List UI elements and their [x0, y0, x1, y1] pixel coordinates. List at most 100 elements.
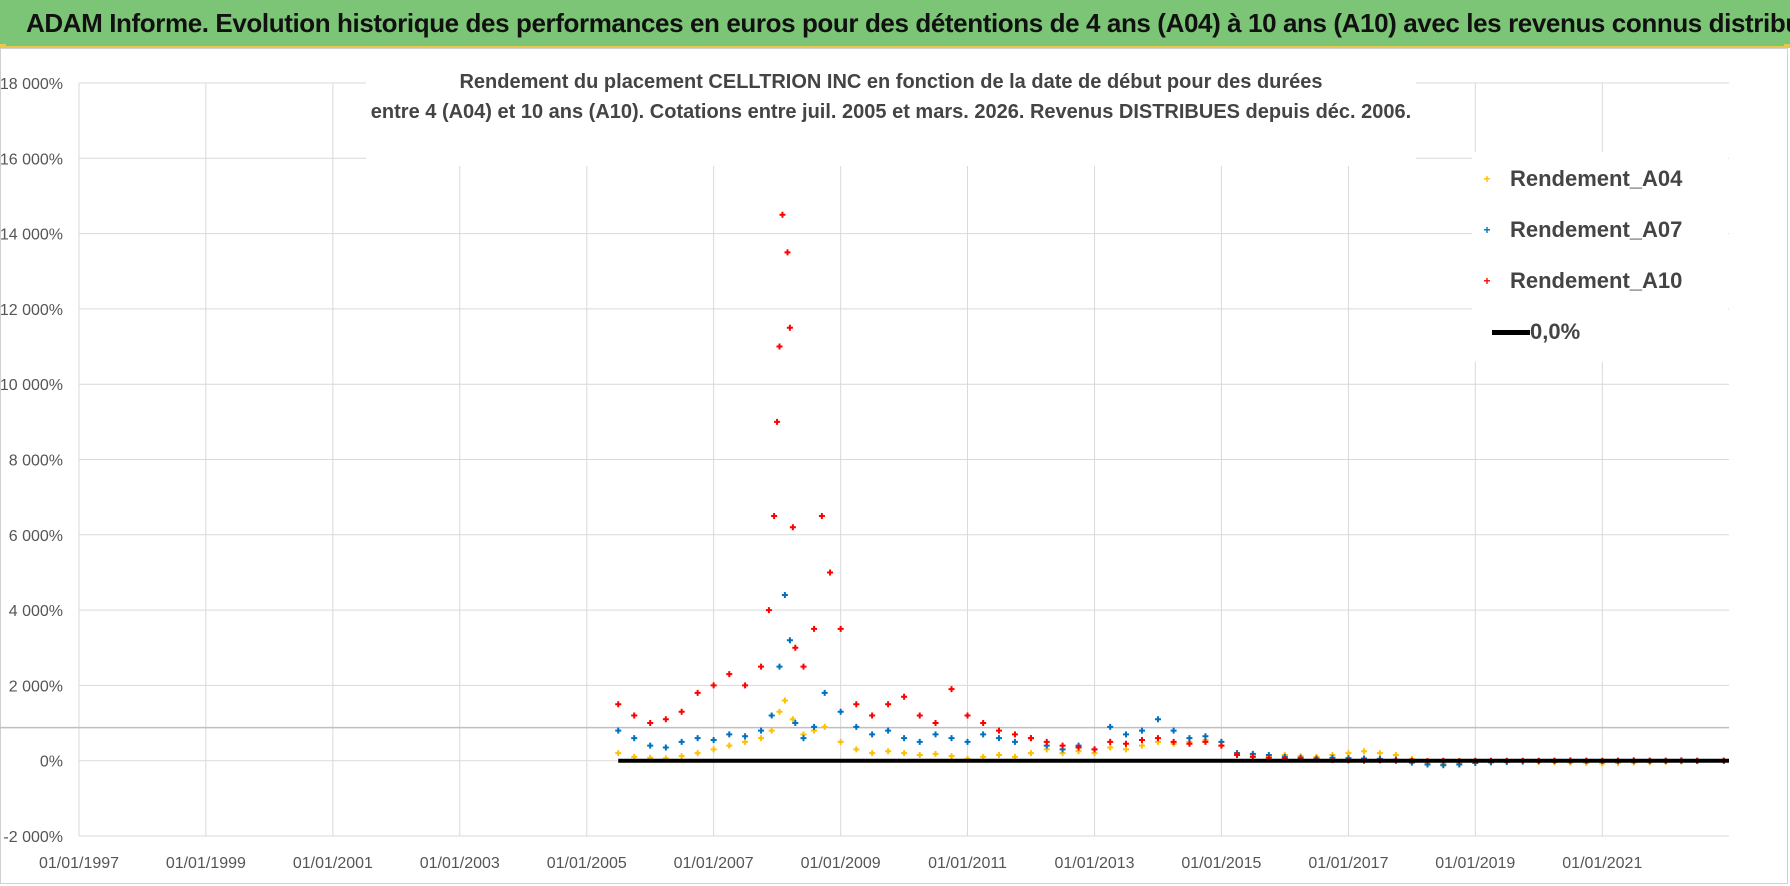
chart-title-line1: Rendement du placement CELLTRION INC en … [459, 71, 1322, 93]
y-tick-label: 6 000% [9, 528, 63, 545]
banner-title: ADAM Informe. Evolution historique des p… [26, 8, 1790, 38]
data-point-rendement-a07 [1186, 735, 1193, 742]
data-point-rendement-a04 [1107, 744, 1114, 751]
data-point-rendement-a10 [776, 343, 783, 350]
data-point-rendement-a10 [765, 607, 772, 614]
data-point-rendement-a10 [678, 708, 685, 715]
data-point-rendement-a10 [827, 569, 834, 576]
data-point-rendement-a10 [916, 712, 923, 719]
data-point-rendement-a04 [726, 742, 733, 749]
data-point-rendement-a10 [786, 324, 793, 331]
data-point-rendement-a10 [1107, 738, 1114, 745]
x-tick-label: 01/01/2009 [801, 855, 881, 872]
y-tick-label: 0% [40, 754, 63, 771]
data-point-rendement-a10 [1154, 735, 1161, 742]
plus-marker-icon: + [1483, 172, 1491, 186]
data-point-rendement-a07 [995, 735, 1002, 742]
banner-corner-left [0, 44, 6, 48]
data-point-rendement-a04 [916, 752, 923, 759]
data-point-rendement-a07 [885, 727, 892, 734]
data-point-rendement-a07 [678, 738, 685, 745]
data-point-rendement-a04 [776, 708, 783, 715]
data-point-rendement-a04 [678, 753, 685, 760]
data-point-rendement-a10 [758, 663, 765, 670]
chart-title-background [366, 66, 1416, 166]
data-point-rendement-a07 [837, 708, 844, 715]
y-axis-labels: -2 000% 0% 2 000% 4 000% 6 000% 8 000% 10 000%… [0, 76, 63, 846]
data-point-rendement-a04 [758, 735, 765, 742]
data-point-rendement-a07 [615, 727, 622, 734]
data-point-rendement-a10 [853, 701, 860, 708]
data-point-rendement-a04 [853, 746, 860, 753]
data-point-rendement-a10 [1170, 738, 1177, 745]
y-tick-label: -2 000% [3, 829, 63, 846]
plus-marker-icon: + [1483, 223, 1491, 237]
data-point-rendement-a04 [1138, 742, 1145, 749]
data-point-rendement-a07 [901, 735, 908, 742]
data-point-rendement-a04 [932, 750, 939, 757]
data-point-rendement-a07 [792, 720, 799, 727]
data-point-rendement-a07 [1170, 727, 1177, 734]
data-point-rendement-a10 [662, 716, 669, 723]
data-point-rendement-a10 [1043, 738, 1050, 745]
data-point-rendement-a07 [1107, 723, 1114, 730]
data-point-rendement-a07 [1202, 733, 1209, 740]
data-point-rendement-a07 [1011, 738, 1018, 745]
legend-item-a10: + Rendement_A10 [1472, 266, 1682, 296]
data-point-rendement-a07 [1123, 731, 1129, 738]
data-point-rendement-a10 [1059, 742, 1066, 749]
data-point-rendement-a04 [885, 748, 892, 755]
title-banner: ADAM Informe. Evolution historique des p… [0, 0, 1790, 48]
data-point-rendement-a04 [821, 723, 828, 730]
data-point-rendement-a10 [1123, 740, 1129, 747]
y-tick-label: 14 000% [0, 227, 63, 244]
data-point-rendement-a04 [789, 716, 796, 723]
x-tick-label: 01/01/2021 [1562, 855, 1642, 872]
legend-label-a04: Rendement_A04 [1510, 166, 1683, 191]
data-point-rendement-a10 [1091, 746, 1098, 753]
data-point-rendement-a07 [811, 723, 818, 730]
scatter-chart: -2 000% 0% 2 000% 4 000% 6 000% 8 000% 10 000%… [0, 66, 1729, 872]
data-point-rendement-a07 [821, 689, 828, 696]
data-point-rendement-a07 [948, 735, 955, 742]
data-point-rendement-a04 [995, 752, 1002, 759]
line-marker-icon [1492, 329, 1530, 335]
x-tick-label: 01/01/2003 [420, 855, 500, 872]
data-point-rendement-a10 [1011, 731, 1018, 738]
data-point-rendement-a10 [792, 644, 799, 651]
x-tick-label: 01/01/2005 [547, 855, 627, 872]
data-point-rendement-a07 [647, 742, 654, 749]
x-tick-label: 01/01/2001 [293, 855, 373, 872]
legend-item-a04: + Rendement_A04 [1472, 164, 1682, 194]
data-point-rendement-a07 [694, 735, 701, 742]
data-point-rendement-a10 [885, 701, 892, 708]
banner-corner-right [1784, 44, 1790, 48]
data-point-rendement-a10 [615, 701, 622, 708]
plus-marker-icon: + [1483, 274, 1491, 288]
data-point-rendement-a10 [784, 249, 791, 256]
data-point-rendement-a10 [1138, 736, 1145, 743]
x-tick-label: 01/01/2019 [1435, 855, 1515, 872]
data-point-rendement-a10 [1234, 752, 1241, 759]
y-tick-label: 18 000% [0, 76, 63, 93]
data-point-rendement-a07 [710, 736, 717, 743]
data-point-rendement-a10 [964, 712, 971, 719]
data-point-rendement-a07 [776, 663, 783, 670]
data-point-rendement-a07 [781, 592, 788, 599]
data-point-rendement-a04 [1376, 750, 1383, 757]
legend-item-zero: 0,0% [1472, 317, 1580, 347]
data-point-rendement-a10 [742, 682, 749, 689]
data-point-rendement-a10 [779, 211, 786, 218]
x-tick-label: 01/01/2007 [674, 855, 754, 872]
data-point-rendement-a10 [800, 663, 807, 670]
data-point-rendement-a10 [995, 727, 1002, 734]
y-tick-label: 16 000% [0, 151, 63, 168]
data-point-rendement-a07 [932, 731, 939, 738]
data-point-rendement-a10 [631, 712, 638, 719]
data-point-rendement-a04 [768, 727, 775, 734]
data-point-rendement-a10 [774, 418, 781, 425]
chart-frame [0, 48, 1788, 884]
y-tick-label: 12 000% [0, 302, 63, 319]
data-point-rendement-a07 [980, 731, 987, 738]
y-tick-label: 8 000% [9, 453, 63, 470]
